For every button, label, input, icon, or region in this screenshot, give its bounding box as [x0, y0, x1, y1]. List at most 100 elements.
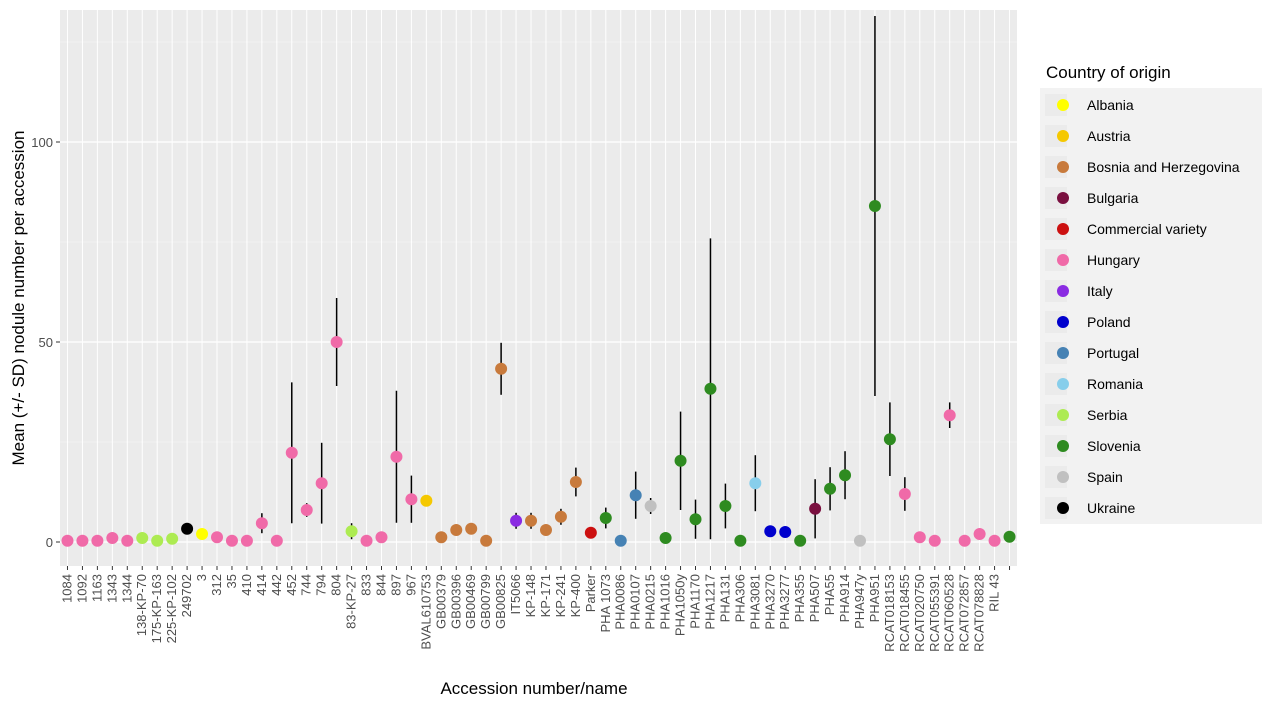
data-point [779, 526, 792, 538]
legend-label: Hungary [1087, 252, 1140, 268]
data-point [181, 522, 194, 535]
x-tick-label: PHA355 [792, 574, 807, 622]
x-tick-label: 1163 [89, 574, 104, 602]
y-axis-label: Mean (+/- SD) nodule number per accessio… [9, 131, 28, 466]
data-point [61, 534, 74, 547]
data-point [225, 534, 238, 547]
x-tick-label: PHA0086 [613, 574, 628, 630]
x-tick-label: RCAT072857 [957, 574, 972, 652]
x-tick-label: 83-KP-27 [344, 574, 359, 629]
data-point [913, 531, 926, 544]
legend-swatch [1057, 223, 1069, 235]
x-tick-label: BVAL610753 [418, 574, 433, 650]
legend-swatch [1057, 285, 1069, 297]
x-tick-label: 1344 [119, 574, 134, 603]
data-point [809, 502, 822, 515]
x-tick-label: 1343 [104, 574, 119, 603]
data-point [554, 510, 567, 523]
legend-label: Italy [1087, 283, 1113, 299]
x-tick-label: PHA3081 [747, 574, 762, 630]
x-tick-label: PHA507 [807, 574, 822, 622]
plot-panel [60, 10, 1017, 566]
legend-label: Serbia [1087, 407, 1128, 423]
x-tick-label: PHA947y [852, 574, 867, 629]
data-point [240, 534, 253, 547]
data-point [525, 514, 538, 527]
legend-swatch [1057, 378, 1069, 390]
data-point [255, 517, 268, 530]
x-tick-label: PHA914 [837, 574, 852, 622]
y-axis: 0 50 100 [31, 135, 60, 550]
x-tick-label: IT5066 [508, 574, 523, 614]
x-tick-label: 225-KP-102 [164, 574, 179, 643]
data-point [794, 534, 807, 547]
legend-label: Austria [1087, 128, 1131, 144]
data-point [868, 200, 881, 212]
x-tick-label: 414 [254, 574, 269, 596]
x-tick-label: 312 [209, 574, 224, 596]
data-point [689, 513, 702, 526]
data-point [839, 469, 852, 482]
data-point [121, 534, 134, 547]
x-tick-label: PHA 1073 [598, 574, 613, 633]
data-point [824, 482, 837, 495]
x-tick-label: KP-400 [568, 574, 583, 617]
x-tick-label: 833 [359, 574, 374, 596]
data-points [61, 200, 1016, 547]
legend-swatch [1057, 502, 1069, 514]
legend-swatch [1057, 440, 1069, 452]
data-point [390, 450, 403, 463]
x-tick-label: 967 [403, 574, 418, 596]
data-point [345, 525, 358, 538]
x-tick-label: KP-171 [538, 574, 553, 617]
x-tick-label: 804 [329, 574, 344, 596]
x-tick-label: GB00799 [478, 574, 493, 629]
data-point [719, 500, 732, 512]
data-point [659, 532, 672, 544]
x-tick-label: RCAT055391 [927, 574, 942, 652]
x-tick-label: 452 [284, 574, 299, 596]
data-point [330, 336, 343, 348]
x-tick-label: 442 [269, 574, 284, 596]
data-point [928, 534, 941, 547]
legend: Country of origin Albania Austria Bosnia an… [1040, 63, 1262, 524]
data-point [734, 534, 747, 547]
x-tick-label: RCAT078828 [972, 574, 987, 652]
data-point [166, 532, 179, 545]
x-tick-label: PHA1050y [673, 574, 688, 637]
data-point [853, 534, 866, 547]
x-tick-label: GB00469 [463, 574, 478, 629]
data-point [943, 409, 956, 422]
x-axis: 1084 1092 1163 1343 1344 138-KP-70 175-KP-163 2… [59, 566, 1011, 652]
x-tick-label: 410 [239, 574, 254, 596]
data-point [315, 477, 328, 490]
legend-label: Spain [1087, 469, 1123, 485]
x-tick-label: 897 [388, 574, 403, 596]
x-tick-label: PHA0107 [628, 574, 643, 630]
data-point [988, 534, 1001, 547]
legend-label: Poland [1087, 314, 1131, 330]
data-point [749, 477, 762, 490]
legend-label: Bulgaria [1087, 190, 1139, 206]
legend-swatch [1057, 161, 1069, 173]
legend-swatch [1057, 409, 1069, 421]
legend-label: Commercial variety [1087, 221, 1207, 237]
x-tick-label: RCAT020750 [912, 574, 927, 652]
data-point [375, 531, 388, 544]
data-point [151, 534, 164, 547]
x-tick-label: Parker [583, 573, 598, 612]
x-tick-label: KP-241 [553, 574, 568, 617]
data-point [270, 534, 283, 547]
legend-label: Slovenia [1087, 438, 1141, 454]
data-point [360, 534, 373, 547]
data-point [539, 524, 552, 536]
legend-swatch [1057, 316, 1069, 328]
data-point [136, 532, 149, 544]
legend-swatch [1057, 471, 1069, 483]
data-point [211, 531, 224, 544]
x-tick-label: 35 [224, 574, 239, 588]
legend-label: Ukraine [1087, 500, 1135, 516]
x-tick-label: RCAT018455 [897, 574, 912, 652]
